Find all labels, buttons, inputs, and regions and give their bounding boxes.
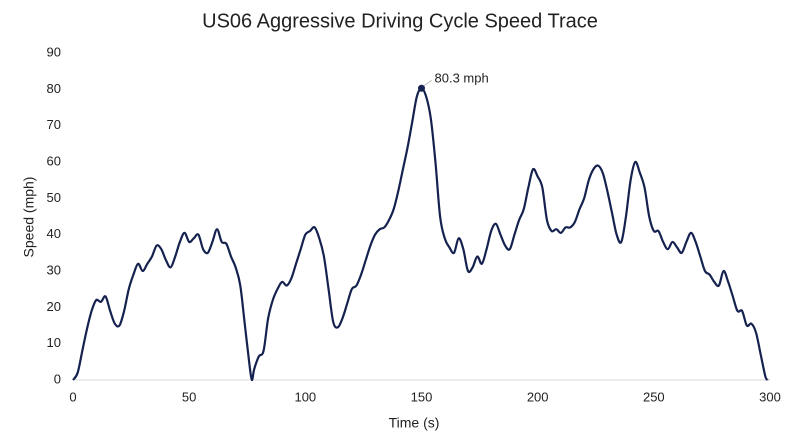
y-tick-label: 80: [47, 81, 61, 96]
x-tick-label: 300: [759, 389, 781, 404]
x-tick-label: 150: [411, 389, 433, 404]
y-tick-label: 60: [47, 153, 61, 168]
annotation-label: 80.3 mph: [435, 71, 489, 86]
x-axis-title: Time (s): [389, 415, 440, 431]
y-tick-label: 90: [47, 44, 61, 59]
y-tick-label: 40: [47, 226, 61, 241]
chart-title: US06 Aggressive Driving Cycle Speed Trac…: [202, 10, 598, 32]
x-tick-label: 0: [69, 389, 76, 404]
speed-line: [72, 87, 769, 382]
peak-marker: [418, 84, 425, 92]
annotation-leader: [423, 79, 432, 87]
y-tick-label: 10: [47, 335, 61, 350]
x-tick-label: 200: [527, 389, 549, 404]
x-tick-label: 250: [643, 389, 665, 404]
x-tick-label: 50: [182, 389, 196, 404]
x-tick-label: 100: [294, 389, 316, 404]
y-tick-label: 0: [54, 371, 61, 386]
y-tick-label: 70: [47, 117, 61, 132]
y-axis-title: Speed (mph): [21, 177, 37, 258]
y-tick-label: 30: [47, 262, 61, 277]
y-tick-label: 50: [47, 190, 61, 205]
y-tick-label: 20: [47, 299, 61, 314]
